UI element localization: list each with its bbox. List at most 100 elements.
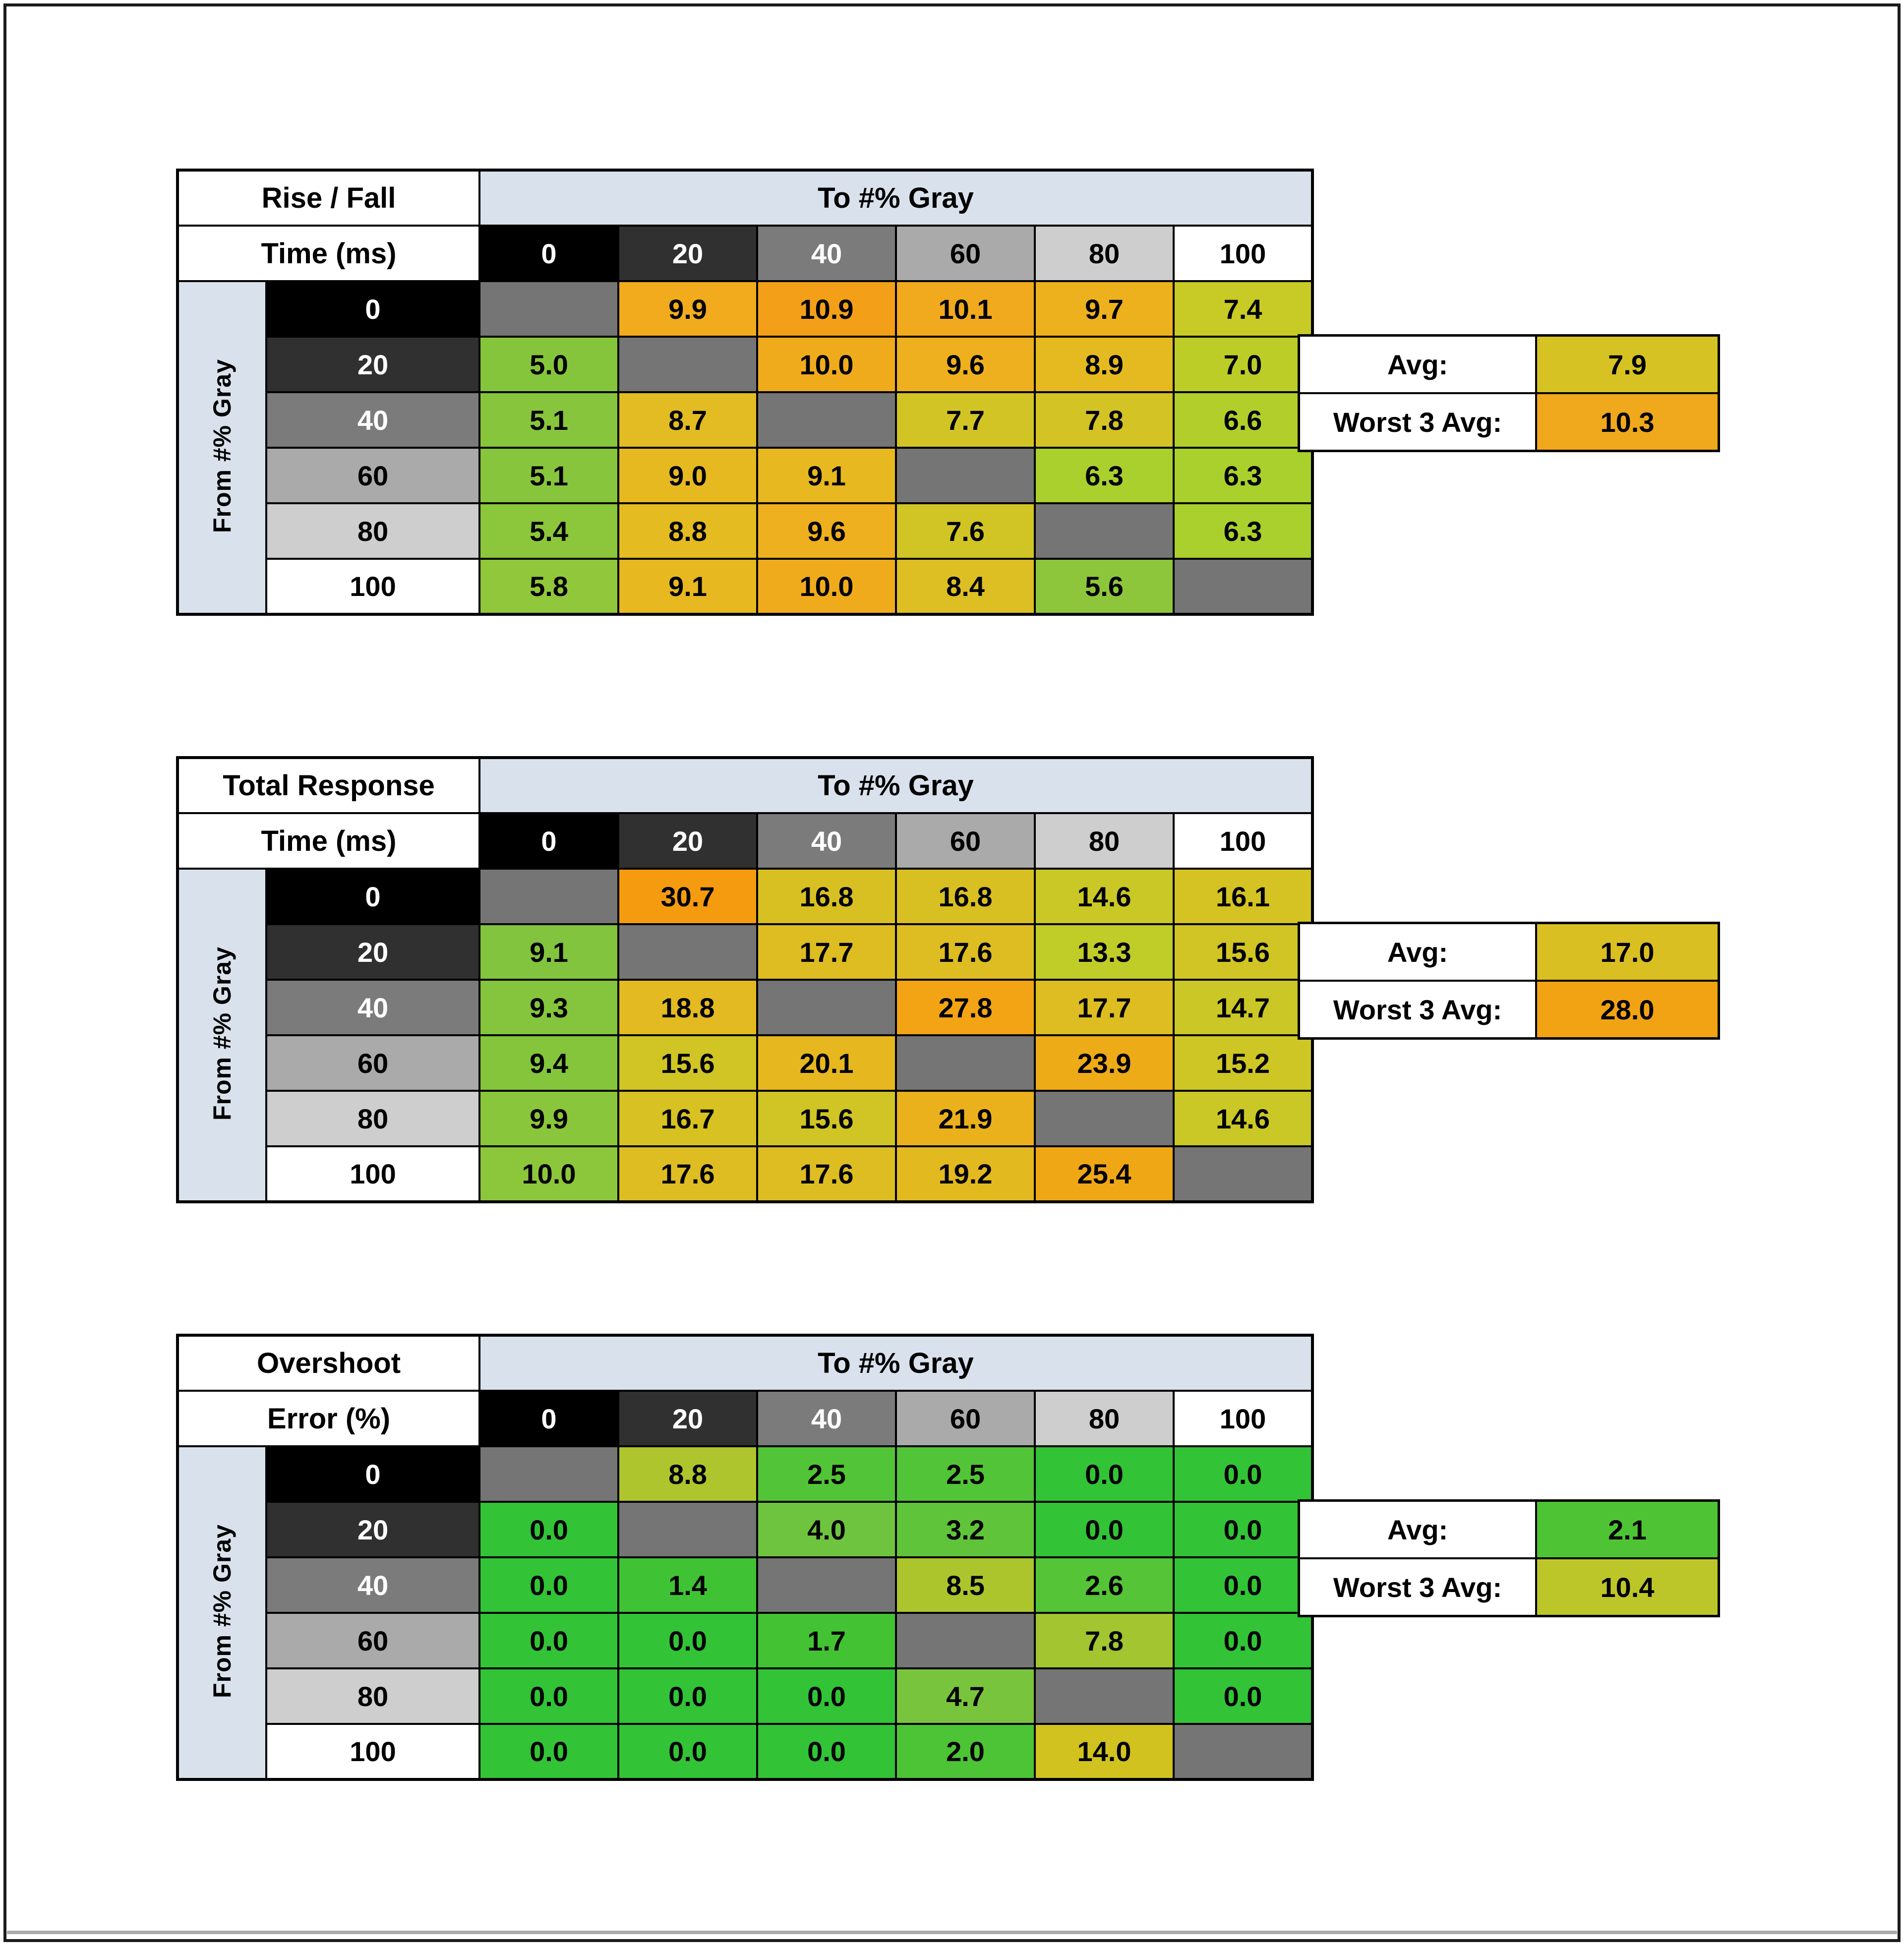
diagonal-blank-cell (895, 1034, 1036, 1092)
table-title-line1: Rise / Fall (177, 169, 480, 227)
value-cell: 2.5 (756, 1445, 897, 1503)
row-header-80: 80 (265, 1667, 480, 1725)
value-cell: 17.7 (756, 923, 897, 981)
col-header-40: 40 (756, 812, 897, 870)
value-cell: 18.8 (617, 979, 758, 1036)
value-cell: 0.0 (478, 1723, 619, 1780)
rise-fall-time-grid: Rise / Fall To #% Gray Time (ms) 0 20 40 60 80 1… (176, 169, 1314, 616)
col-header-40: 40 (756, 225, 897, 282)
overshoot-error-grid: Overshoot To #% Gray Error (%) 0 20 40 60 80 100… (176, 1334, 1314, 1781)
diagonal-blank-cell (756, 979, 897, 1036)
value-cell: 5.4 (478, 502, 619, 560)
value-cell: 17.7 (1034, 979, 1175, 1036)
value-cell: 23.9 (1034, 1034, 1175, 1092)
value-cell: 14.6 (1034, 868, 1175, 925)
value-cell: 9.7 (1034, 280, 1175, 338)
worst3-avg-value: 28.0 (1537, 982, 1718, 1037)
value-cell: 9.9 (478, 1090, 619, 1147)
overshoot-table-block: Overshoot To #% Gray Error (%) 0 20 40 60 80 100… (176, 1334, 1720, 1781)
table-title-line2: Time (ms) (177, 812, 480, 870)
value-cell: 25.4 (1034, 1145, 1175, 1203)
rise-fall-table-block: Rise / Fall To #% Gray Time (ms) 0 20 40 60 80 1… (176, 169, 1720, 616)
diagonal-blank-cell (1173, 558, 1313, 615)
value-cell: 0.0 (756, 1667, 897, 1725)
from-gray-axis-label: From #% Gray (177, 1445, 267, 1780)
to-gray-axis-label: To #% Gray (478, 1334, 1313, 1392)
row-header-60: 60 (265, 1034, 480, 1092)
value-cell: 5.1 (478, 447, 619, 504)
value-cell: 0.0 (1173, 1501, 1313, 1558)
value-cell: 8.9 (1034, 336, 1175, 393)
table-title-line1: Total Response (177, 757, 480, 814)
worst3-avg-label: Worst 3 Avg: (1300, 394, 1535, 450)
value-cell: 5.8 (478, 558, 619, 615)
value-cell: 14.0 (1034, 1723, 1175, 1780)
col-header-80: 80 (1034, 225, 1175, 282)
row-header-20: 20 (265, 336, 480, 393)
value-cell: 0.0 (756, 1723, 897, 1780)
value-cell: 2.5 (895, 1445, 1036, 1503)
value-cell: 10.0 (478, 1145, 619, 1203)
row-header-0: 0 (265, 280, 480, 338)
value-cell: 9.4 (478, 1034, 619, 1092)
avg-value: 7.9 (1537, 337, 1718, 392)
diagonal-blank-cell (756, 1556, 897, 1614)
row-header-60: 60 (265, 447, 480, 504)
value-cell: 17.6 (617, 1145, 758, 1203)
value-cell: 7.8 (1034, 391, 1175, 449)
col-header-80: 80 (1034, 1390, 1175, 1447)
value-cell: 7.7 (895, 391, 1036, 449)
row-header-0: 0 (265, 868, 480, 925)
avg-label: Avg: (1300, 1502, 1535, 1557)
value-cell: 10.1 (895, 280, 1036, 338)
diagonal-blank-cell (1034, 1667, 1175, 1725)
value-cell: 30.7 (617, 868, 758, 925)
worst3-avg-value: 10.3 (1537, 394, 1718, 450)
avg-label: Avg: (1300, 924, 1535, 980)
value-cell: 8.8 (617, 1445, 758, 1503)
value-cell: 15.2 (1173, 1034, 1313, 1092)
value-cell: 15.6 (756, 1090, 897, 1147)
value-cell: 13.3 (1034, 923, 1175, 981)
value-cell: 9.1 (756, 447, 897, 504)
value-cell: 10.0 (756, 336, 897, 393)
value-cell: 14.6 (1173, 1090, 1313, 1147)
row-header-100: 100 (265, 1723, 480, 1780)
value-cell: 0.0 (1173, 1556, 1313, 1614)
window-bottom-divider (7, 1931, 1897, 1934)
value-cell: 16.8 (895, 868, 1036, 925)
summary-box: Avg: 7.9 Worst 3 Avg: 10.3 (1298, 334, 1720, 452)
value-cell: 2.6 (1034, 1556, 1175, 1614)
col-header-0: 0 (478, 812, 619, 870)
col-header-60: 60 (895, 225, 1036, 282)
diagonal-blank-cell (478, 868, 619, 925)
value-cell: 9.1 (478, 923, 619, 981)
col-header-100: 100 (1173, 1390, 1313, 1447)
row-header-60: 60 (265, 1612, 480, 1669)
value-cell: 9.9 (617, 280, 758, 338)
value-cell: 15.6 (617, 1034, 758, 1092)
to-gray-axis-label: To #% Gray (478, 169, 1313, 227)
col-header-0: 0 (478, 1390, 619, 1447)
avg-value: 17.0 (1537, 924, 1718, 980)
from-gray-axis-label: From #% Gray (177, 280, 267, 615)
from-gray-axis-text: From #% Gray (208, 946, 236, 1121)
summary-box: Avg: 17.0 Worst 3 Avg: 28.0 (1298, 922, 1720, 1040)
col-header-20: 20 (617, 812, 758, 870)
diagonal-blank-cell (617, 336, 758, 393)
diagonal-blank-cell (1034, 1090, 1175, 1147)
total-response-table-block: Total Response To #% Gray Time (ms) 0 20 40 60… (176, 756, 1720, 1203)
value-cell: 0.0 (1034, 1445, 1175, 1503)
value-cell: 8.8 (617, 502, 758, 560)
col-header-40: 40 (756, 1390, 897, 1447)
avg-value: 2.1 (1537, 1502, 1718, 1557)
value-cell: 2.0 (895, 1723, 1036, 1780)
row-header-80: 80 (265, 502, 480, 560)
value-cell: 6.3 (1034, 447, 1175, 504)
value-cell: 16.7 (617, 1090, 758, 1147)
value-cell: 7.6 (895, 502, 1036, 560)
col-header-20: 20 (617, 225, 758, 282)
value-cell: 0.0 (478, 1667, 619, 1725)
diagonal-blank-cell (617, 923, 758, 981)
value-cell: 0.0 (478, 1612, 619, 1669)
